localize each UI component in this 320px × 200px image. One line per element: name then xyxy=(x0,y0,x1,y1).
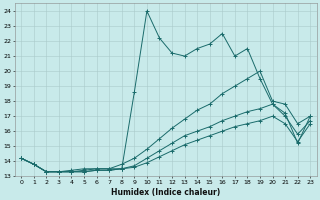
X-axis label: Humidex (Indice chaleur): Humidex (Indice chaleur) xyxy=(111,188,220,197)
